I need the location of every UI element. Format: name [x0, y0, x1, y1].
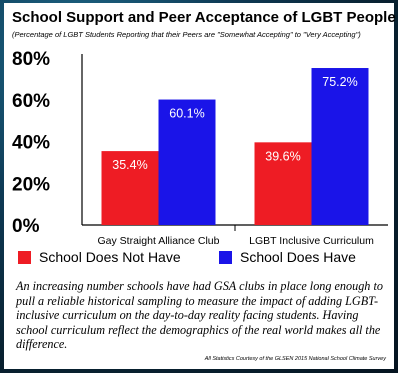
chart-subtitle: (Percentage of LGBT Students Reporting t… — [12, 30, 361, 39]
data-label: 35.4% — [112, 158, 147, 172]
x-category-label: Gay Straight Alliance Club — [98, 235, 220, 247]
caption-text: An increasing number schools have had GS… — [16, 279, 383, 351]
source-credit: All Statistics Courtesy of the GLSEN 201… — [204, 356, 386, 362]
chart-panel: School Support and Peer Acceptance of LG… — [4, 3, 396, 369]
y-tick-label: 80% — [12, 49, 50, 70]
bar-not-have — [254, 142, 312, 225]
y-tick-label: 40% — [12, 133, 50, 154]
y-tick-label: 20% — [12, 174, 50, 195]
bar-have — [311, 68, 369, 226]
legend-label-have: School Does Have — [240, 249, 356, 265]
legend-swatch-not-have — [18, 250, 31, 264]
legend-swatch-have — [219, 250, 232, 264]
data-label: 39.6% — [265, 149, 300, 163]
data-label: 60.1% — [169, 107, 204, 121]
chart-title: School Support and Peer Acceptance of LG… — [12, 9, 396, 26]
bar-have — [158, 99, 216, 225]
legend-label-not-have: School Does Not Have — [39, 249, 181, 265]
bar-not-have — [101, 151, 159, 225]
data-label: 75.2% — [322, 75, 357, 89]
x-category-label: LGBT Inclusive Curriculum — [249, 235, 374, 247]
bar-chart: 0% 20% 40% 60% 80% 35.4% 60.1% Gay Straight All… — [12, 49, 388, 247]
legend-item-not-have: School Does Not Have — [18, 249, 181, 265]
y-tick-label: 0% — [12, 216, 40, 237]
legend-item-have: School Does Have — [219, 249, 356, 265]
y-tick-label: 60% — [12, 91, 50, 112]
